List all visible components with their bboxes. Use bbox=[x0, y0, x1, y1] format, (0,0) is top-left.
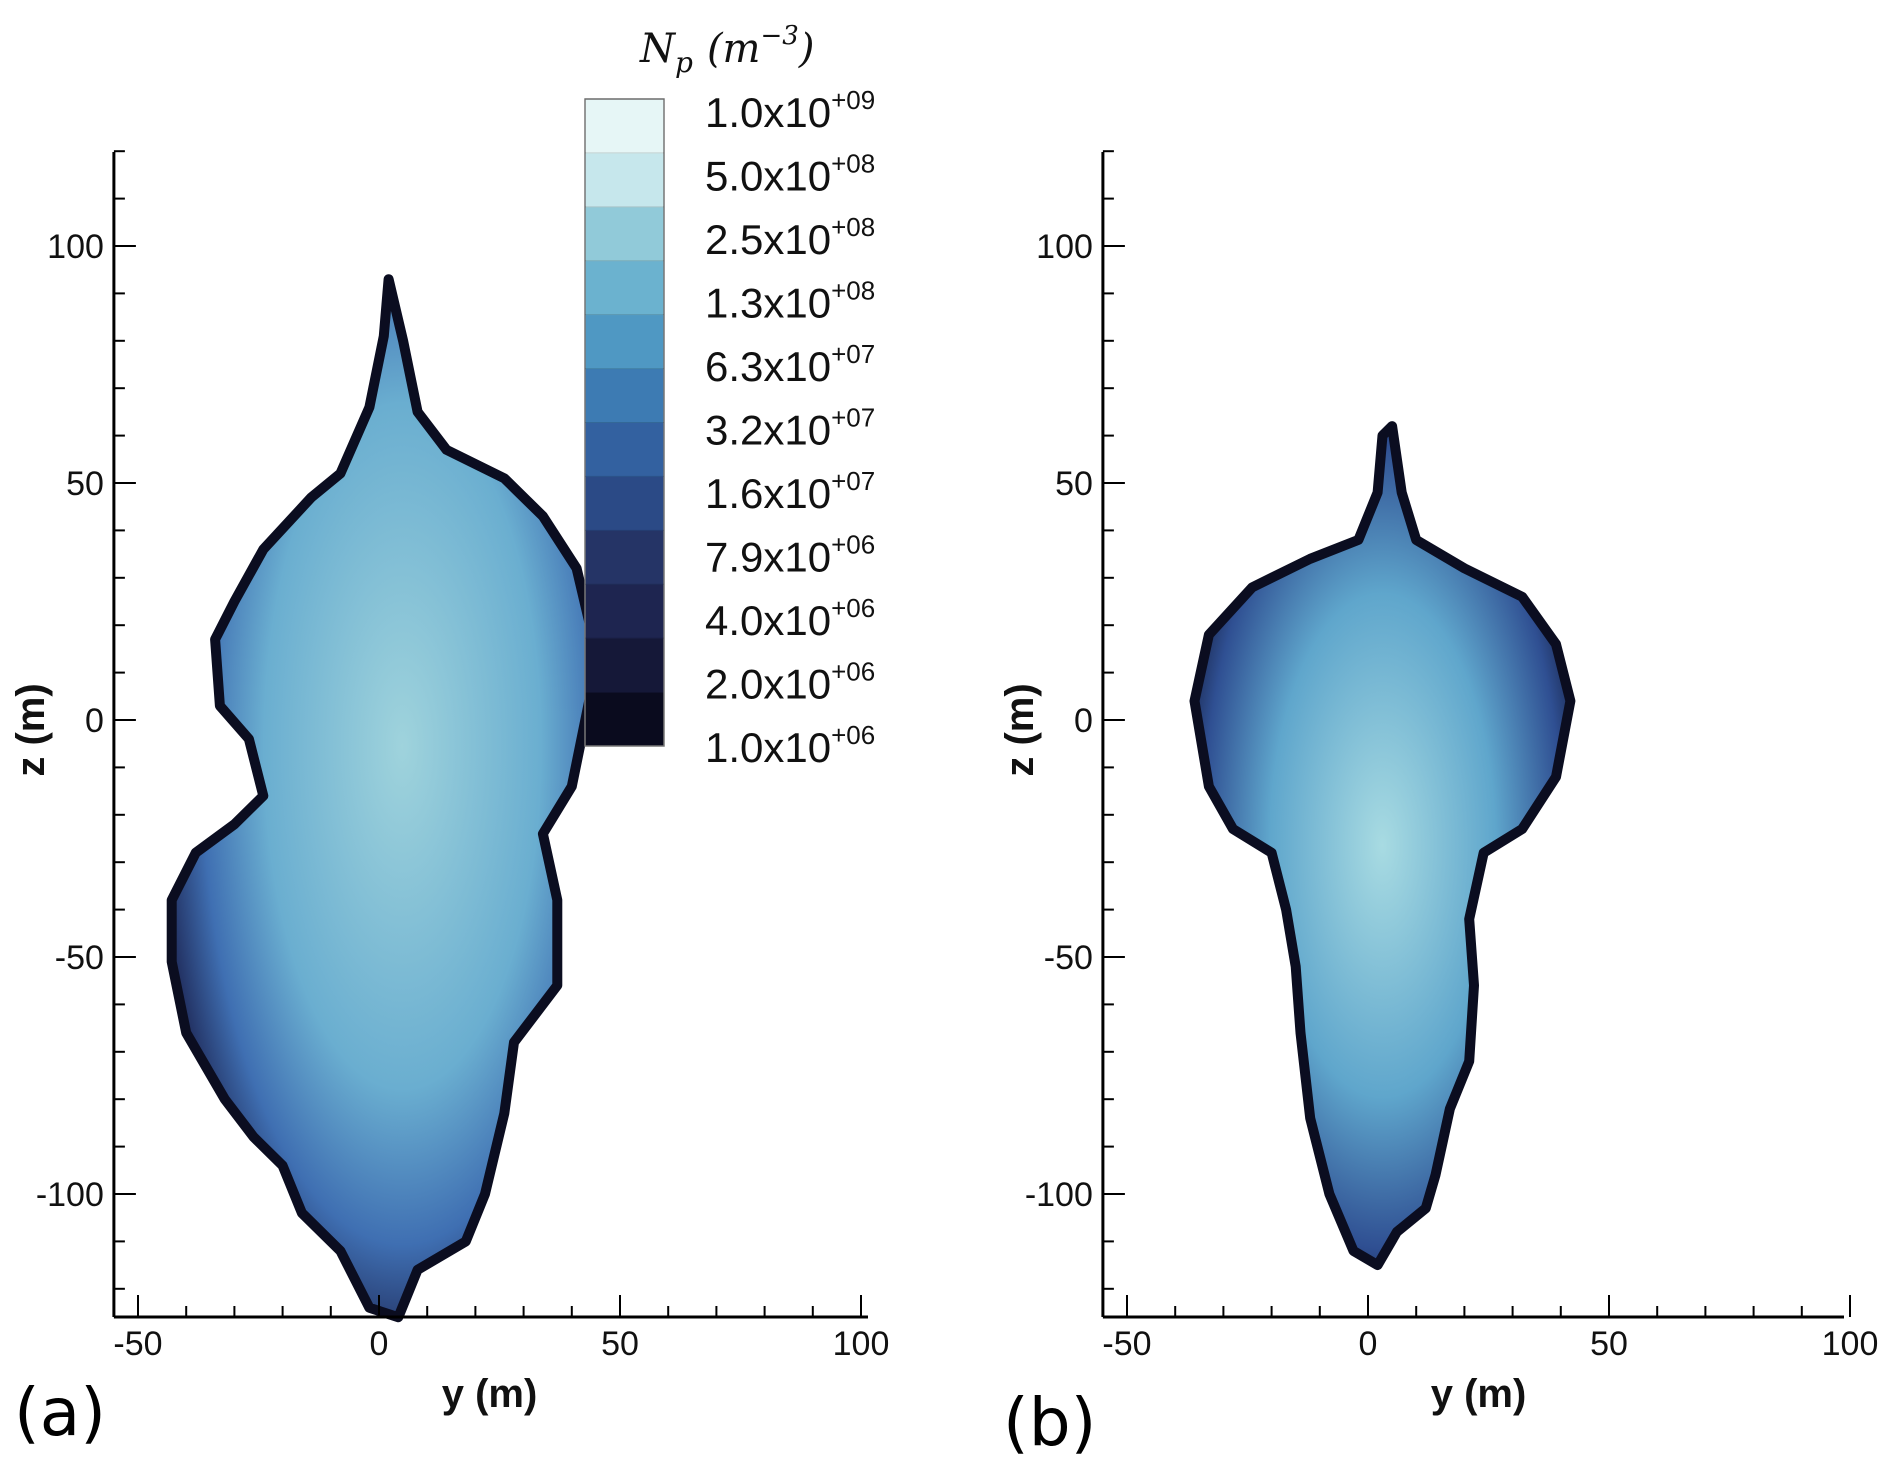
colorbar-band bbox=[585, 206, 664, 262]
x-tick-label: 0 bbox=[1359, 1325, 1378, 1363]
colorbar-level-label: 6.3x10+07 bbox=[705, 339, 875, 390]
colorbar-band bbox=[585, 422, 664, 477]
plume-density-field bbox=[1189, 421, 1576, 1271]
colorbar-level-label: 7.9x10+06 bbox=[705, 530, 875, 581]
z-tick-label: 100 bbox=[1036, 228, 1093, 266]
x-tick-label: 0 bbox=[370, 1325, 389, 1363]
colorbar-band bbox=[585, 152, 664, 208]
colorbar-band bbox=[585, 476, 664, 531]
panel-b: -50 0 50 100 -100 -50 0 50 100 y (m) z (m) (b) bbox=[998, 150, 1879, 1461]
colorbar-band bbox=[585, 530, 664, 585]
colorbar-level-label: 1.6x10+07 bbox=[705, 466, 875, 517]
x-axis-title: y (m) bbox=[442, 1372, 538, 1416]
x-tick-label: -50 bbox=[1102, 1325, 1151, 1363]
panel-label: (b) bbox=[1003, 1384, 1096, 1461]
x-tick-label: -50 bbox=[113, 1325, 162, 1363]
colorbar-level-label: 1.3x10+08 bbox=[705, 276, 875, 327]
x-tick-label: 50 bbox=[1590, 1325, 1628, 1363]
z-tick-label: 0 bbox=[85, 702, 104, 740]
colorbar-band bbox=[585, 692, 664, 747]
z-axis-title: z (m) bbox=[9, 683, 53, 776]
colorbar-band bbox=[585, 368, 664, 423]
colorbar-frame bbox=[584, 98, 665, 747]
colorbar-title: Np (m−3) bbox=[639, 21, 814, 79]
colorbar-level-label: 2.0x10+06 bbox=[705, 657, 875, 708]
z-tick-label: -50 bbox=[55, 939, 104, 977]
colorbar: 1.0x10+09 5.0x10+08 2.5x10+08 1.3x10+08 6.3x… bbox=[584, 21, 875, 771]
z-tick-label: 50 bbox=[1055, 465, 1093, 503]
z-tick-label: 0 bbox=[1074, 702, 1093, 740]
panel-a: -50 0 50 100 -100 -50 0 50 100 y (m) z (m) (a) bbox=[9, 150, 890, 1451]
z-tick-label: -100 bbox=[36, 1176, 104, 1214]
colorbar-level-label: 3.2x10+07 bbox=[705, 403, 875, 454]
x-tick-label: 50 bbox=[601, 1325, 639, 1363]
colorbar-band bbox=[585, 99, 664, 154]
colorbar-level-label: 1.0x10+06 bbox=[705, 720, 875, 771]
panel-label: (a) bbox=[14, 1374, 106, 1451]
colorbar-band bbox=[585, 260, 664, 316]
colorbar-band bbox=[585, 638, 664, 693]
z-tick-label: -100 bbox=[1025, 1176, 1093, 1214]
colorbar-level-label: 1.0x10+09 bbox=[705, 85, 875, 136]
colorbar-level-label: 5.0x10+08 bbox=[705, 149, 875, 200]
x-tick-label: 100 bbox=[1822, 1325, 1879, 1363]
colorbar-level-label: 2.5x10+08 bbox=[705, 212, 875, 263]
plume-density-field bbox=[166, 274, 597, 1323]
z-tick-label: -50 bbox=[1044, 939, 1093, 977]
x-tick-label: 100 bbox=[833, 1325, 890, 1363]
z-axis-title: z (m) bbox=[998, 683, 1042, 776]
colorbar-level-label: 4.0x10+06 bbox=[705, 593, 875, 644]
x-axis-title: y (m) bbox=[1431, 1372, 1527, 1416]
colorbar-band bbox=[585, 314, 664, 370]
z-tick-label: 100 bbox=[47, 228, 104, 266]
colorbar-band bbox=[585, 584, 664, 639]
z-tick-label: 50 bbox=[66, 465, 104, 503]
